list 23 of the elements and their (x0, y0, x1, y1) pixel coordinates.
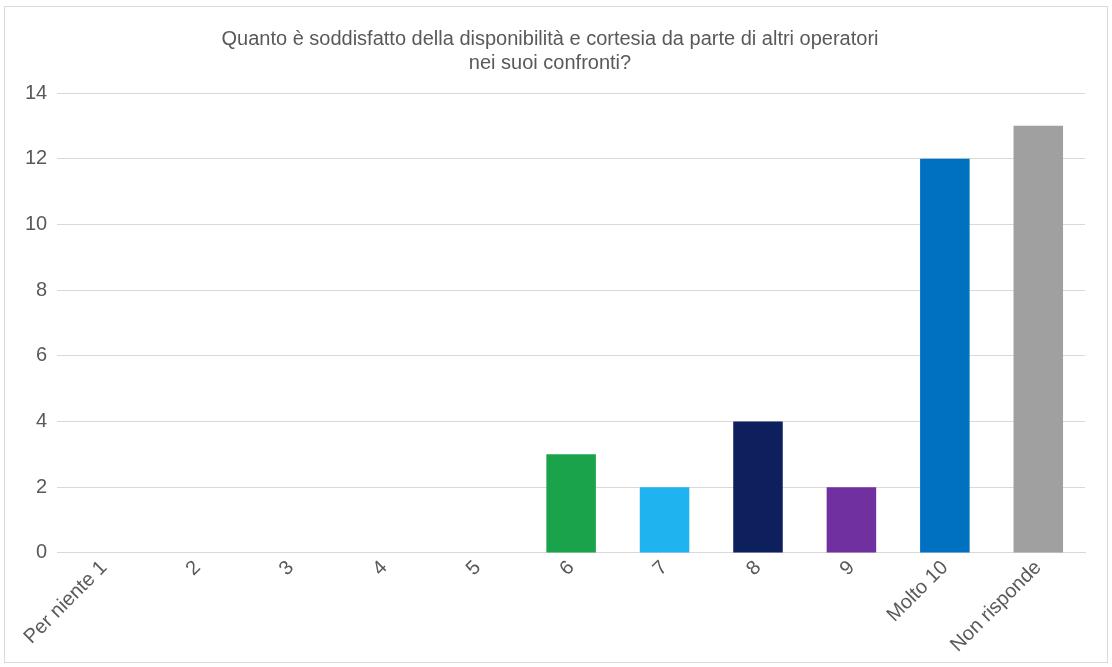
x-tick-label: 4 (367, 555, 391, 579)
bar (920, 158, 970, 553)
bar (733, 421, 783, 553)
y-tick-label: 10 (25, 211, 48, 234)
y-tick-label: 0 (36, 540, 48, 563)
y-tick-label: 12 (25, 146, 48, 169)
bar (546, 454, 596, 553)
x-tick-label: 8 (741, 555, 765, 579)
x-tick-label: 9 (834, 555, 859, 579)
x-tick-label: 6 (554, 555, 578, 579)
y-tick-label: 2 (36, 474, 48, 497)
x-tick-label: 2 (180, 555, 205, 579)
bar (826, 487, 877, 553)
y-tick-label: 6 (36, 343, 48, 366)
bar (639, 487, 690, 553)
x-tick-label: 5 (461, 555, 485, 579)
chart-title: Quanto è soddisfatto della disponibilità e cortesia da parte di altri operatori nei suoi confronti? (221, 26, 879, 73)
x-tick-label: 3 (274, 555, 298, 579)
y-tick-label: 14 (25, 80, 48, 103)
y-tick-label: 4 (36, 409, 48, 432)
bar (1013, 125, 1064, 553)
x-tick-label: 7 (647, 555, 672, 579)
y-tick-label: 8 (36, 277, 48, 300)
